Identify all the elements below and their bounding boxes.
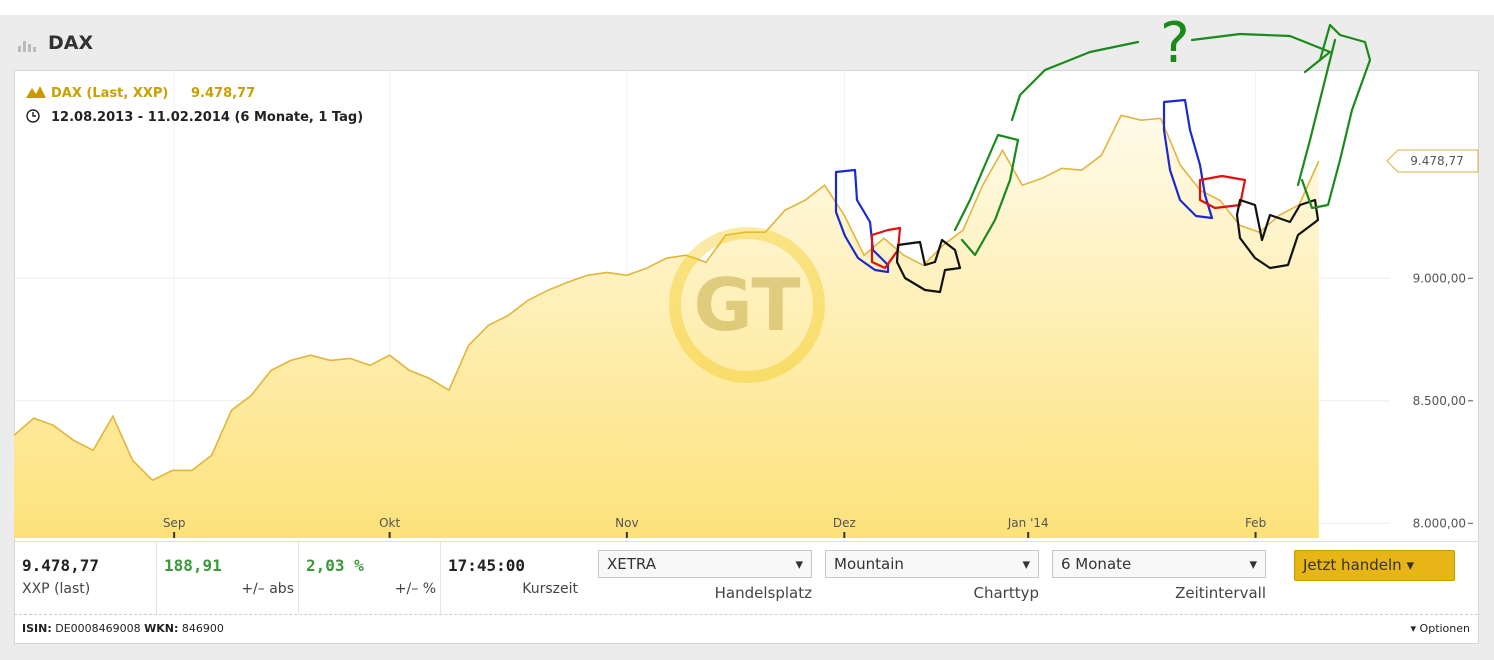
select-value[interactable]: Mountain — [834, 555, 904, 573]
legend-label: DAX (Last, XXP) — [51, 86, 168, 101]
y-tick-label: 9.000,00 — [1413, 271, 1466, 285]
select-value[interactable]: 6 Monate — [1061, 555, 1132, 573]
cell-divider — [156, 542, 157, 614]
legend-icon — [26, 86, 46, 98]
cell-divider — [440, 542, 441, 614]
line — [13, 114, 1320, 482]
select[interactable]: XETRA ▾ — [598, 550, 812, 578]
quote-value: 17:45:00 — [448, 556, 526, 575]
x-tick-label: Feb — [1245, 516, 1266, 530]
select-label: Charttyp — [973, 584, 1039, 602]
quote-value: 9.478,77 — [22, 556, 100, 575]
quote-cell: 17:45:00 Kurszeit — [448, 556, 578, 597]
select[interactable]: Mountain ▾ — [825, 550, 1039, 578]
select-label: Zeitintervall — [1175, 584, 1266, 602]
trade-button[interactable]: Jetzt handeln ▾ — [1294, 550, 1455, 581]
button-label[interactable]: Jetzt handeln — [1303, 556, 1402, 574]
select-value[interactable]: XETRA — [607, 555, 656, 573]
area — [14, 115, 1319, 539]
last-value-label: 9.478,77 — [1410, 154, 1463, 168]
quote-label: XXP (last) — [22, 581, 91, 597]
widget-title: DAX — [48, 32, 94, 54]
quote-cell: 188,91 +/– abs — [164, 556, 294, 597]
select[interactable]: 6 Monate ▾ — [1052, 550, 1266, 578]
wkn-label: WKN: — [144, 622, 179, 635]
x-tick-label: Nov — [615, 516, 638, 530]
x-tick-label: Okt — [379, 516, 400, 530]
hand-annotations: ? — [834, 11, 1372, 294]
isin: DE0008469008 — [55, 622, 141, 635]
chart-subtitle: 12.08.2013 - 11.02.2014 (6 Monate, 1 Tag… — [51, 110, 363, 125]
last-value-tag — [1386, 149, 1479, 173]
quote-value: 188,91 — [164, 556, 222, 575]
quote-label: +/– abs — [241, 581, 294, 597]
x-tick-label: Dez — [833, 516, 856, 530]
axes: 8.000,00 8.500,00 9.000,00 Sep Okt Nov Dez Jan … — [163, 149, 1479, 538]
x-tick-label: Jan '14 — [1007, 516, 1049, 530]
svg-text:GT: GT — [694, 263, 801, 347]
legend: DAX (Last, XXP) 9.478,77 12.08.2013 - 11… — [26, 86, 363, 125]
identifiers: ISIN: DE0008469008 WKN: 846900 — [22, 622, 224, 635]
clock-icon — [26, 109, 40, 123]
y-tick-label: 8.500,00 — [1413, 394, 1466, 408]
options-link[interactable]: ▾ Optionen — [1410, 622, 1470, 635]
y-tick-label: 8.000,00 — [1413, 516, 1466, 530]
divider — [14, 541, 1478, 542]
cell-divider — [298, 542, 299, 614]
chart-icon — [18, 41, 36, 52]
x-tick-label: Sep — [163, 516, 186, 530]
plot-area — [13, 114, 1320, 539]
quote-cell: 9.478,77 XXP (last) — [22, 556, 147, 597]
quote-label: Kurszeit — [522, 581, 578, 597]
quote-cell: 2,03 % +/– % — [306, 556, 436, 597]
options-label[interactable]: Optionen — [1419, 622, 1470, 635]
legend-value: 9.478,77 — [191, 86, 255, 101]
hand-question-mark: ? — [1160, 11, 1190, 76]
wkn: 846900 — [181, 622, 224, 635]
isin-label: ISIN: — [22, 622, 52, 635]
divider — [14, 614, 1478, 615]
quote-value: 2,03 % — [306, 556, 364, 575]
watermark: GT — [669, 227, 825, 383]
quote-label: +/– % — [394, 581, 436, 597]
select-label: Handelsplatz — [714, 584, 812, 602]
